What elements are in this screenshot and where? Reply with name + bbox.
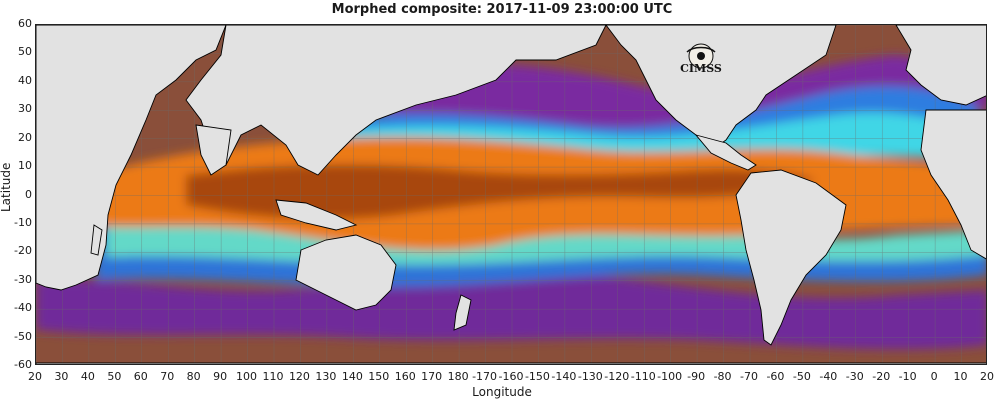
land-eurasia [185,25,607,176]
x-tick-label: 140 [341,370,363,383]
x-tick-label: -30 [845,370,864,383]
x-axis-label: Longitude [472,385,532,399]
land-new-zealand [453,294,472,331]
y-tick-label: 30 [18,102,32,116]
x-tick-label: -60 [766,370,785,383]
tropical-moisture-core [186,164,816,220]
logo-text: CIMSS [680,62,722,75]
land-antarctica-edge [36,362,986,364]
precipitable-water-map [36,25,986,364]
x-tick-label: -150 [524,370,550,383]
map-frame [35,24,987,365]
land-maritime-continent [275,199,358,231]
x-tick-label: 120 [288,370,310,383]
x-tick-label: 110 [262,370,284,383]
land-europe [895,25,986,106]
x-tick-label: 100 [236,370,258,383]
x-tick-label: -130 [577,370,603,383]
x-tick-label: 20 [980,370,994,383]
land-masses [36,25,986,364]
x-tick-label: -110 [630,370,656,383]
y-axis-label: Latitude [0,162,13,212]
x-tick-label: -90 [687,370,706,383]
x-tick-label: -80 [713,370,732,383]
x-tick-label: -50 [792,370,811,383]
x-tick-label: 170 [421,370,443,383]
map-title: Morphed composite: 2017-11-09 23:00:00 U… [331,2,673,17]
x-tick-label: -100 [657,370,683,383]
x-tick-label: 50 [107,370,122,383]
y-tick-label: -10 [14,215,32,229]
x-tick-label: -170 [472,370,498,383]
x-tick-label: 180 [447,370,469,383]
land-africa [36,25,227,291]
x-tick-label: 0 [930,370,938,383]
x-tick-label: -120 [604,370,630,383]
x-tick-label: 20 [28,370,42,383]
y-tick-label: 10 [18,159,32,173]
x-tick-label: 90 [213,370,228,383]
y-tick-label: 40 [18,73,32,87]
y-tick-label: 50 [18,45,32,59]
land-madagascar [90,224,103,256]
land-central-america [694,134,757,171]
x-tick-label: 60 [133,370,148,383]
y-tick-label: 0 [25,187,32,201]
x-tick-label: -10 [898,370,917,383]
purple-band-south [36,272,986,350]
land-west-africa [920,109,986,260]
x-tick-label: 160 [394,370,416,383]
land-india [195,124,232,176]
x-tick-label: 130 [315,370,337,383]
x-tick-label: 70 [160,370,175,383]
x-tick-label: -20 [872,370,891,383]
x-tick-label: -40 [819,370,838,383]
x-tick-label: 30 [54,370,69,383]
y-tick-label: -60 [14,358,32,371]
y-tick-label: 20 [18,130,32,144]
y-tick-label: -40 [14,301,32,315]
x-tick-label: -160 [498,370,524,383]
y-tick-label: -20 [14,244,32,258]
x-tick-label: -140 [551,370,577,383]
y-tick-label: -50 [14,329,32,343]
land-south-america [735,169,847,346]
x-tick-label: 10 [953,370,968,383]
x-tick-label: 40 [80,370,95,383]
y-tick-label: 60 [18,17,32,30]
cimss-logo: CIMSS [675,42,727,78]
x-tick-label: -70 [740,370,758,383]
x-tick-label: 80 [186,370,201,383]
x-tick-label: 150 [368,370,390,383]
land-australia [295,234,397,311]
y-tick-label: -30 [14,272,32,286]
